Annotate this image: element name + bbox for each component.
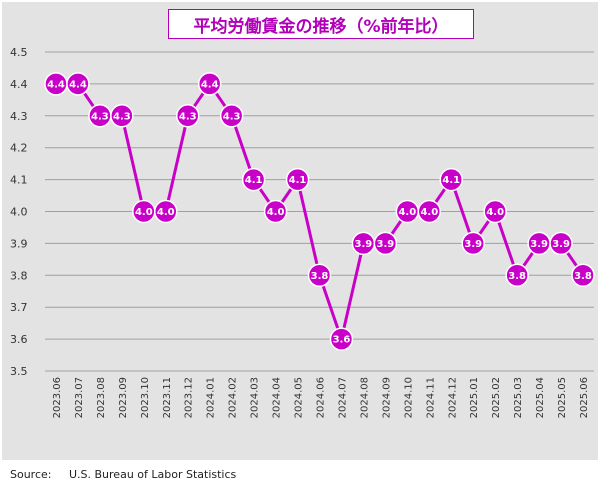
chart-title: 平均労働賃金の推移（%前年比） [193, 16, 449, 37]
data-label: 3.9 [530, 239, 548, 250]
data-point [329, 327, 354, 351]
y-tick-label: 3.6 [10, 333, 28, 346]
data-point [549, 231, 573, 256]
data-point [483, 199, 507, 224]
data-point [307, 263, 332, 288]
data-point [285, 167, 310, 192]
data-point [175, 104, 200, 128]
data-point [505, 263, 529, 288]
x-tick-label: 2023.10 [140, 377, 151, 418]
y-tick-label: 4.5 [10, 46, 28, 59]
x-tick-label: 2024.03 [250, 377, 261, 418]
data-label: 4.3 [91, 111, 109, 122]
data-point [417, 199, 442, 224]
data-point [263, 199, 288, 224]
data-label: 4.1 [442, 175, 460, 186]
y-tick-label: 4.4 [10, 78, 28, 91]
y-tick-label: 3.8 [10, 269, 28, 282]
data-label: 4.0 [157, 207, 175, 218]
data-label: 3.8 [311, 271, 329, 282]
data-label: 4.4 [69, 80, 87, 91]
x-tick-label: 2023.11 [162, 377, 173, 418]
data-label: 4.0 [486, 207, 504, 218]
x-tick-label: 2025.03 [513, 377, 524, 418]
y-tick-label: 3.7 [10, 301, 28, 314]
x-tick-label: 2023.12 [184, 377, 195, 418]
source-label: Source: [10, 468, 52, 481]
data-point [219, 104, 244, 128]
x-tick-label: 2025.01 [469, 377, 480, 418]
data-label: 4.0 [267, 207, 285, 218]
data-point [373, 231, 398, 256]
data-point [154, 199, 178, 224]
data-label: 3.9 [464, 239, 482, 250]
data-label: 4.3 [223, 111, 241, 122]
y-tick-label: 4.3 [10, 110, 28, 123]
x-tick-label: 2025.04 [535, 377, 546, 418]
x-axis-ticks: 2023.06 2023.07 2023.08 2023.09 2023.10 2023.… [52, 377, 590, 418]
data-point [439, 167, 464, 192]
y-tick-label: 4.2 [10, 142, 28, 155]
data-label: 3.8 [574, 271, 592, 282]
source-text: U.S. Bureau of Labor Statistics [68, 468, 237, 481]
data-label: 3.8 [508, 271, 526, 282]
x-tick-label: 2024.07 [337, 377, 348, 418]
y-tick-label: 4.0 [10, 206, 28, 219]
x-tick-label: 2025.02 [491, 377, 502, 418]
x-tick-label: 2025.05 [557, 377, 568, 418]
x-tick-label: 2023.06 [52, 377, 63, 418]
data-label: 4.1 [245, 175, 263, 186]
y-tick-label: 3.9 [10, 237, 28, 250]
data-label: 4.1 [289, 175, 307, 186]
data-label: 4.4 [47, 80, 65, 91]
data-point [66, 72, 90, 96]
chart-title-box: 平均労働賃金の推移（%前年比） [168, 9, 474, 39]
x-tick-label: 2023.08 [96, 377, 107, 418]
x-tick-label: 2024.12 [447, 377, 458, 418]
x-tick-label: 2024.10 [403, 377, 414, 418]
data-label: 4.0 [398, 207, 416, 218]
x-tick-label: 2024.02 [228, 377, 239, 418]
x-tick-label: 2025.06 [579, 377, 590, 418]
x-tick-label: 2023.07 [74, 377, 85, 418]
gridlines [45, 51, 594, 372]
y-tick-label: 3.5 [10, 365, 28, 378]
x-tick-label: 2023.09 [118, 377, 129, 418]
data-label: 4.0 [135, 207, 153, 218]
data-label: 4.4 [201, 80, 219, 91]
data-point [241, 167, 266, 192]
y-tick-label: 4.1 [10, 174, 28, 187]
source-note: Source: U.S. Bureau of Labor Statistics [10, 468, 236, 481]
x-tick-label: 2024.04 [272, 377, 283, 418]
y-axis-ticks: 3.5 3.6 3.7 3.8 3.9 4.0 4.1 4.2 4.3 4.4 4.5 [10, 46, 28, 378]
data-point [110, 104, 134, 128]
data-point [461, 231, 485, 256]
x-tick-label: 2024.06 [316, 377, 327, 418]
data-label: 4.3 [179, 111, 197, 122]
data-label: 3.9 [355, 239, 373, 250]
chart-area: 3.5 3.6 3.7 3.8 3.9 4.0 4.1 4.2 4.3 4.4 4.5 2023.0… [2, 2, 598, 460]
x-tick-label: 2024.09 [381, 377, 392, 418]
data-label: 3.9 [552, 239, 570, 250]
data-point [197, 72, 222, 96]
data-point [571, 263, 595, 288]
x-tick-label: 2024.05 [294, 377, 305, 418]
line-chart: 3.5 3.6 3.7 3.8 3.9 4.0 4.1 4.2 4.3 4.4 4.5 2023.0… [10, 46, 595, 418]
x-tick-label: 2024.08 [359, 377, 370, 418]
x-tick-label: 2024.11 [425, 377, 436, 418]
data-label: 4.0 [420, 207, 438, 218]
data-points: 4.4 4.4 4.3 4.3 4.0 4.0 4.3 4.4 4.3 4.1 4.0 4.1 3.8 3… [44, 72, 595, 351]
data-label: 4.3 [113, 111, 131, 122]
data-label: 3.6 [333, 335, 351, 346]
x-tick-label: 2024.01 [206, 377, 217, 418]
data-label: 3.9 [377, 239, 395, 250]
